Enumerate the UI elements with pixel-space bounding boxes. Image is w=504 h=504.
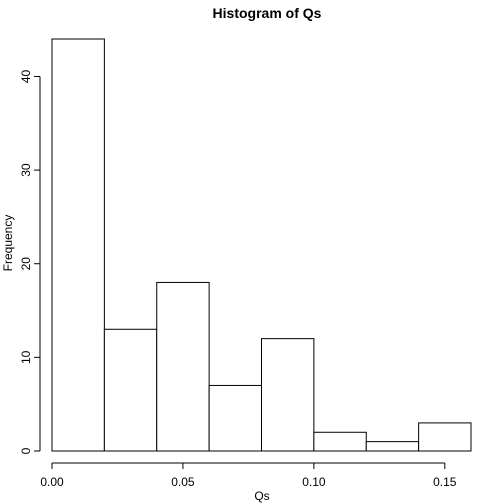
histogram-bar-6 bbox=[365, 441, 420, 452]
y-tick-label-4: 40 bbox=[19, 69, 33, 83]
histogram-bar-2 bbox=[156, 281, 210, 452]
x-tick-label-3: 0.15 bbox=[433, 475, 457, 489]
histogram-bar-7 bbox=[418, 422, 472, 452]
y-axis-label: Frequency bbox=[1, 215, 15, 272]
y-tick-label-2: 20 bbox=[19, 257, 33, 271]
histogram-bar-1 bbox=[103, 328, 158, 452]
x-axis: 0.00 0.05 0.10 0.15 bbox=[40, 462, 457, 489]
y-tick-label-3: 30 bbox=[19, 163, 33, 177]
histogram-bar-5 bbox=[313, 431, 367, 452]
chart-title: Histogram of Qs bbox=[213, 5, 322, 21]
x-tick-label-2: 0.10 bbox=[302, 475, 326, 489]
histogram-bar-4 bbox=[261, 338, 315, 452]
y-axis: 0 10 20 30 40 bbox=[19, 69, 41, 454]
x-tick-label-1: 0.05 bbox=[171, 475, 195, 489]
x-tick-label-0: 0.00 bbox=[40, 475, 64, 489]
y-tick-label-0: 0 bbox=[19, 447, 33, 454]
x-axis-label: Qs bbox=[254, 489, 269, 503]
histogram-bar-0 bbox=[51, 38, 105, 452]
bars-group bbox=[51, 38, 472, 452]
y-tick-label-1: 10 bbox=[19, 350, 33, 364]
histogram-bar-3 bbox=[208, 384, 262, 452]
